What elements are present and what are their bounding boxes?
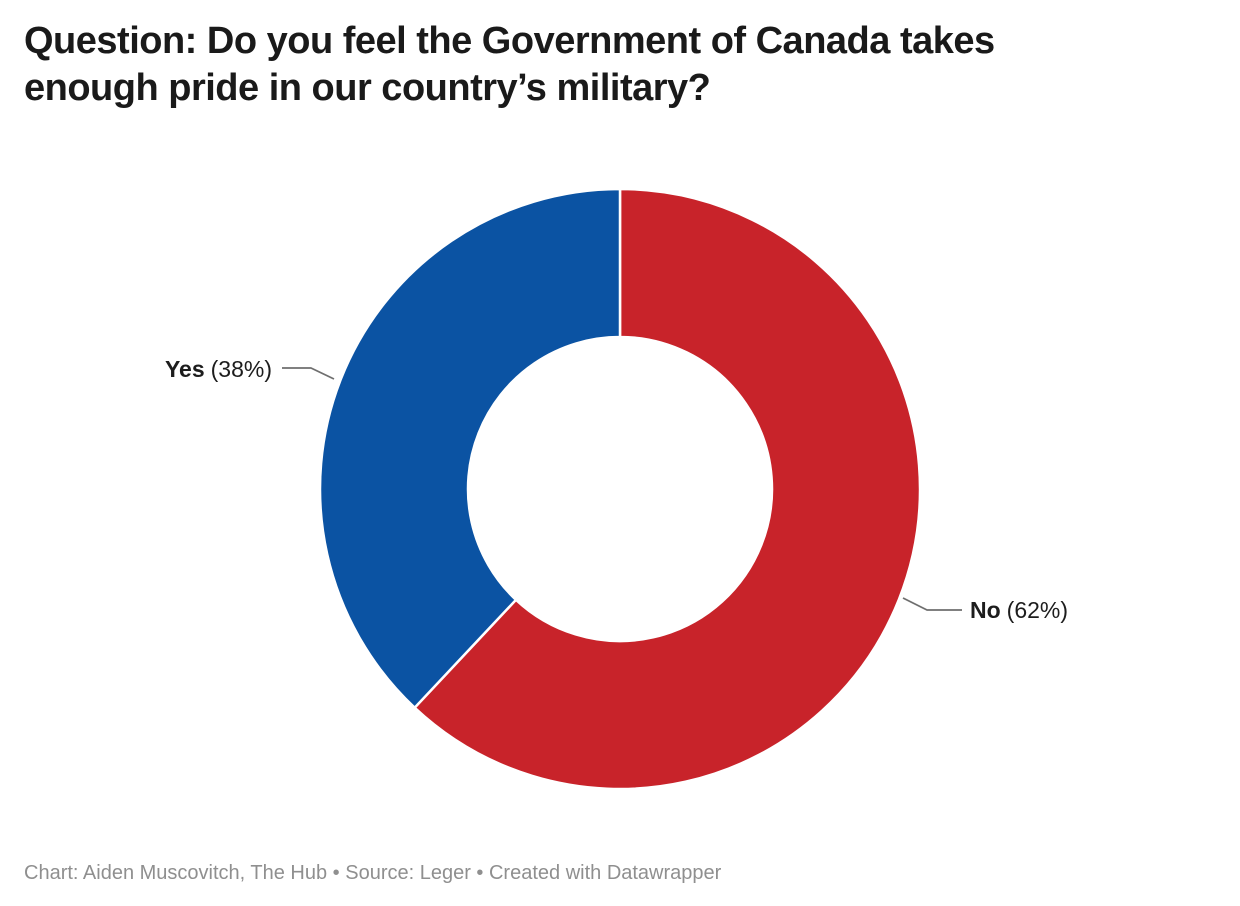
label-yes-name: Yes [164, 356, 205, 382]
donut-slice-no [412, 187, 922, 791]
label-no-name: No [970, 597, 1001, 623]
label-yes: Yes (38%) [165, 357, 272, 381]
chart-byline: Chart: Aiden Muscovitch, The Hub • Sourc… [24, 862, 722, 884]
donut-slices [318, 187, 922, 791]
label-yes-value: (38%) [210, 356, 272, 382]
label-no-value: (62%) [1006, 597, 1069, 623]
donut-slice-yes [318, 187, 622, 710]
leader-line-yes [282, 367, 335, 380]
leader-line-no [902, 597, 962, 611]
label-no: No (62%) [970, 598, 1068, 622]
chart-title: Question: Do you feel the Government of … [24, 20, 995, 109]
